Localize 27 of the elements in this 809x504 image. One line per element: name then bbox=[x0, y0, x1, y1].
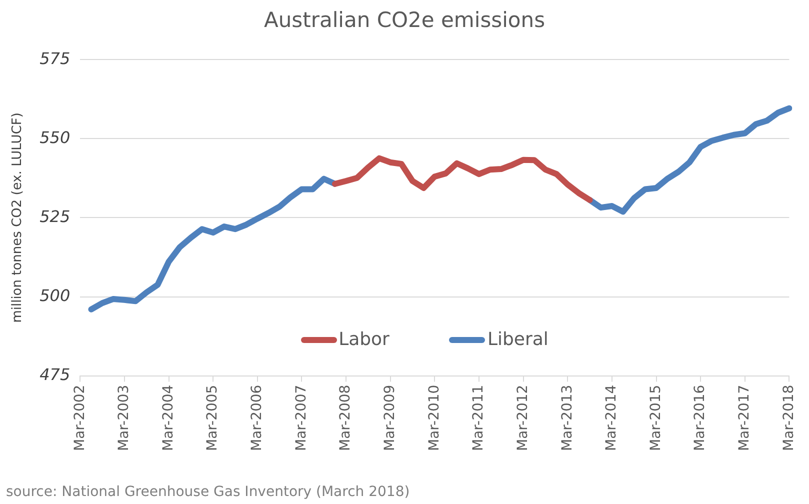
x-tick-label: Mar-2016 bbox=[692, 384, 708, 452]
x-tick-label: Mar-2006 bbox=[249, 384, 266, 452]
x-tick-label: Mar-2009 bbox=[382, 384, 398, 452]
x-tick-label: Mar-2011 bbox=[470, 384, 487, 452]
x-tick-label: Mar-2014 bbox=[604, 384, 620, 452]
y-tick-label: 575 bbox=[40, 48, 70, 68]
legend-label: Liberal bbox=[487, 329, 548, 350]
x-tick-label: Mar-2004 bbox=[160, 384, 176, 452]
x-tick-label: Mar-2013 bbox=[559, 384, 576, 452]
legend-label: Labor bbox=[338, 329, 390, 350]
source-note: source: National Greenhouse Gas Inventory (March 2018) bbox=[6, 484, 410, 500]
y-axis-title: million tonnes CO2 (ex. LULUCF) bbox=[10, 112, 26, 323]
y-tick-label: 550 bbox=[40, 128, 70, 147]
y-tick-label: 475 bbox=[40, 364, 70, 384]
x-tick-label: Mar-2015 bbox=[648, 384, 664, 452]
y-tick-label: 525 bbox=[40, 206, 70, 226]
x-tick-label: Mar-2003 bbox=[116, 384, 132, 452]
x-tick-label: Mar-2012 bbox=[514, 384, 531, 452]
x-tick-label: Mar-2005 bbox=[204, 384, 221, 452]
x-tick-label: Mar-2010 bbox=[426, 384, 442, 452]
x-tick-label: Mar-2018 bbox=[780, 384, 797, 452]
chart-title: Australian CO2e emissions bbox=[262, 8, 546, 32]
x-tick-label: Mar-2008 bbox=[338, 384, 354, 452]
x-tick-label: Mar-2017 bbox=[736, 384, 753, 452]
x-tick-label: Mar-2007 bbox=[293, 384, 310, 452]
x-tick-label: Mar-2002 bbox=[72, 384, 88, 452]
y-tick-label: 500 bbox=[40, 286, 70, 305]
